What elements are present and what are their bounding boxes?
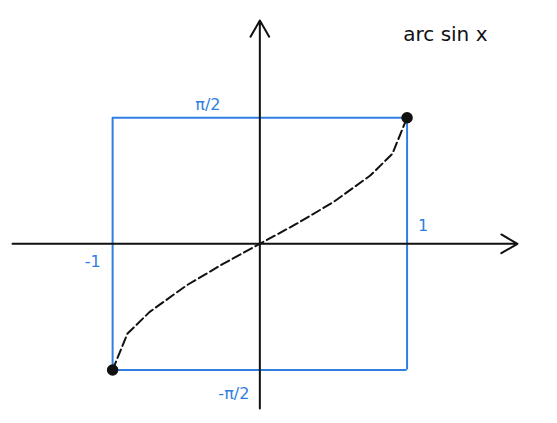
svg-text:-π/2: -π/2 <box>218 384 249 403</box>
svg-text:-1: -1 <box>85 252 101 271</box>
svg-text:π/2: π/2 <box>195 95 220 114</box>
svg-text:1: 1 <box>418 216 428 235</box>
svg-text:arc sin x: arc sin x <box>403 22 487 46</box>
